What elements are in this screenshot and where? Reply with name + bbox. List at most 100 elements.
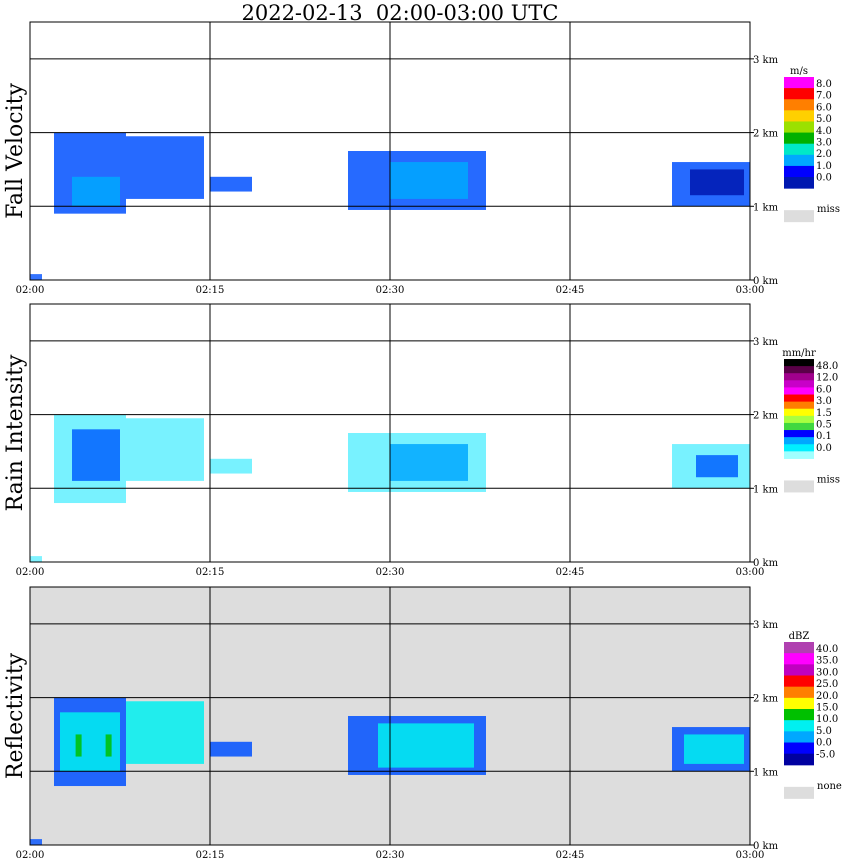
reflectivity-legend-missing-swatch bbox=[784, 786, 814, 799]
reflectivity-legend-swatch bbox=[784, 753, 814, 766]
rain-intensity-legend-label: 48.0 bbox=[816, 361, 838, 372]
rain-intensity-height-tick-label: 1 km bbox=[753, 484, 779, 495]
chart-title: 2022-02-13 02:00-03:00 UTC bbox=[241, 1, 559, 25]
rain-intensity-legend-swatch bbox=[784, 359, 814, 367]
rain-intensity-ground-echo bbox=[30, 556, 42, 562]
reflectivity-time-tick-label: 02:45 bbox=[556, 850, 585, 861]
reflectivity-legend-label: 15.0 bbox=[816, 703, 838, 714]
rain-intensity-legend-label: 0.0 bbox=[816, 443, 832, 454]
fall-velocity-legend-label: 8.0 bbox=[816, 79, 832, 90]
fall-velocity-axis-label: Fall Velocity bbox=[3, 83, 28, 219]
fall-velocity-legend-swatch bbox=[784, 177, 814, 189]
fall-velocity-time-tick-label: 02:30 bbox=[376, 285, 405, 296]
rain-intensity-time-tick-label: 02:45 bbox=[556, 567, 585, 578]
reflectivity-height-tick-label: 0 km bbox=[753, 841, 779, 852]
rain-intensity-time-tick-label: 02:30 bbox=[376, 567, 405, 578]
rain-intensity-legend-swatch bbox=[784, 380, 814, 388]
reflectivity-legend-swatch bbox=[784, 697, 814, 710]
rain-intensity-axis-label: Rain Intensity bbox=[3, 354, 28, 511]
reflectivity-legend-swatch bbox=[784, 709, 814, 721]
rain-intensity-legend-swatch bbox=[784, 415, 814, 424]
fall-velocity-legend-label: 6.0 bbox=[816, 102, 832, 113]
reflectivity-frame bbox=[29, 586, 751, 846]
rain-intensity-echo-region bbox=[126, 418, 204, 481]
fall-velocity-legend-missing-swatch bbox=[784, 210, 814, 223]
reflectivity-time-tick-label: 02:15 bbox=[196, 850, 225, 861]
fall-velocity-height-tick-label: 0 km bbox=[753, 276, 779, 287]
fall-velocity-echo-region bbox=[390, 162, 468, 199]
reflectivity-height-tick-label: 1 km bbox=[753, 767, 779, 778]
fall-velocity-legend-swatch bbox=[784, 132, 814, 145]
rain-intensity-legend-swatch bbox=[784, 444, 814, 452]
fall-velocity-echo-region bbox=[72, 176, 120, 207]
rain-intensity-legend-missing-label: miss bbox=[817, 474, 840, 485]
fall-velocity-legend-label: 5.0 bbox=[816, 114, 832, 125]
rain-intensity-legend-missing-swatch bbox=[784, 480, 814, 493]
reflectivity-legend-swatch bbox=[784, 675, 814, 688]
fall-velocity-ground-echo bbox=[30, 274, 42, 280]
reflectivity-legend-swatch bbox=[784, 731, 814, 744]
rain-intensity-legend-swatch bbox=[784, 437, 814, 445]
rain-intensity-legend-unit: mm/hr bbox=[782, 348, 816, 359]
reflectivity-legend-label: 5.0 bbox=[816, 726, 832, 737]
fall-velocity-legend-swatch bbox=[784, 121, 814, 134]
reflectivity-time-tick-label: 03:00 bbox=[736, 850, 765, 861]
rain-intensity-time-tick-label: 02:00 bbox=[16, 567, 45, 578]
fall-velocity-legend-missing-label: miss bbox=[817, 204, 840, 215]
fall-velocity-frame bbox=[29, 21, 751, 281]
fall-velocity-legend-swatch bbox=[784, 165, 814, 178]
reflectivity-ground-echo bbox=[30, 839, 42, 845]
rain-intensity-legend-swatch bbox=[784, 373, 814, 381]
rain-intensity-legend-swatch bbox=[784, 430, 814, 438]
rain-intensity-legend-label: 3.0 bbox=[816, 396, 832, 407]
reflectivity-echo-region bbox=[126, 701, 204, 764]
fall-velocity-legend-label: 1.0 bbox=[816, 161, 832, 172]
reflectivity-legend-label: 25.0 bbox=[816, 679, 838, 690]
reflectivity-legend-swatch bbox=[784, 720, 814, 732]
reflectivity-legend-swatch bbox=[784, 664, 814, 677]
rain-intensity-legend-swatch bbox=[784, 408, 814, 417]
rain-intensity-height-tick-label: 0 km bbox=[753, 558, 779, 569]
rain-intensity-height-tick-label: 3 km bbox=[753, 337, 779, 348]
fall-velocity-legend-swatch bbox=[784, 110, 814, 122]
rain-intensity-legend-swatch bbox=[784, 422, 814, 431]
rain-intensity-legend-label: 6.0 bbox=[816, 384, 832, 395]
fall-velocity-legend-label: 3.0 bbox=[816, 138, 832, 149]
fall-velocity-time-tick-label: 02:00 bbox=[16, 285, 45, 296]
rain-intensity-legend-swatch bbox=[784, 366, 814, 374]
fall-velocity-legend-swatch bbox=[784, 99, 814, 111]
fall-velocity-echo-region bbox=[210, 176, 252, 192]
reflectivity-echo-region bbox=[684, 734, 744, 764]
fall-velocity-echo-region bbox=[690, 169, 744, 196]
fall-velocity-legend-label: 0.0 bbox=[816, 173, 832, 184]
reflectivity-legend-label: 40.0 bbox=[816, 644, 838, 655]
fall-velocity-legend-swatch bbox=[784, 88, 814, 100]
reflectivity-echo-region bbox=[378, 723, 474, 768]
fall-velocity-time-tick-label: 02:45 bbox=[556, 285, 585, 296]
fall-velocity-height-tick-label: 2 km bbox=[753, 129, 779, 140]
reflectivity-axis-label: Reflectivity bbox=[3, 652, 28, 779]
fall-velocity-legend-unit: m/s bbox=[790, 66, 808, 77]
fall-velocity-echo-region bbox=[126, 136, 204, 199]
reflectivity-legend-label: 35.0 bbox=[816, 656, 838, 667]
rain-intensity-echo-region bbox=[696, 455, 738, 478]
reflectivity-legend-swatch bbox=[784, 686, 814, 699]
rain-intensity-legend-label: 0.1 bbox=[816, 431, 832, 442]
fall-velocity-time-tick-label: 02:15 bbox=[196, 285, 225, 296]
fall-velocity-height-tick-label: 3 km bbox=[753, 55, 779, 66]
rain-intensity-echo-region bbox=[210, 458, 252, 474]
rain-intensity-time-tick-label: 02:15 bbox=[196, 567, 225, 578]
fall-velocity-legend-swatch bbox=[784, 143, 814, 156]
reflectivity-height-tick-label: 3 km bbox=[753, 620, 779, 631]
fall-velocity-legend-label: 2.0 bbox=[816, 149, 832, 160]
reflectivity-legend-missing-label: none bbox=[817, 781, 842, 792]
fall-velocity-time-tick-label: 03:00 bbox=[736, 285, 765, 296]
reflectivity-echo-region bbox=[105, 734, 112, 757]
rain-intensity-legend-label: 12.0 bbox=[816, 373, 838, 384]
reflectivity-legend-label: 30.0 bbox=[816, 667, 838, 678]
reflectivity-legend-label: 0.0 bbox=[816, 738, 832, 749]
reflectivity-legend-label: 20.0 bbox=[816, 691, 838, 702]
rain-intensity-echo-region bbox=[72, 429, 120, 481]
reflectivity-legend-swatch bbox=[784, 742, 814, 755]
